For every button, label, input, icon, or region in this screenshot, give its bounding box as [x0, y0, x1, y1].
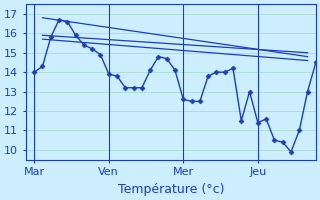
X-axis label: Température (°c): Température (°c) — [118, 183, 224, 196]
